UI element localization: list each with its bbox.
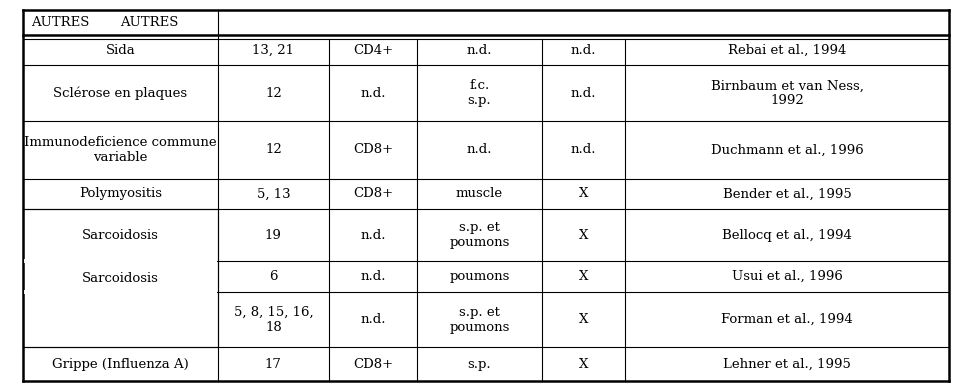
Text: X: X	[578, 187, 588, 200]
Text: CD4+: CD4+	[353, 44, 393, 57]
Text: Sida: Sida	[106, 44, 135, 57]
Text: n.d.: n.d.	[570, 87, 596, 100]
Text: n.d.: n.d.	[359, 87, 385, 100]
Text: AUTRES: AUTRES	[120, 16, 179, 29]
Text: CD8+: CD8+	[353, 144, 393, 156]
Text: n.d.: n.d.	[570, 44, 596, 57]
Text: n.d.: n.d.	[570, 144, 596, 156]
Text: n.d.: n.d.	[466, 144, 492, 156]
Text: s.p. et
poumons: s.p. et poumons	[449, 221, 509, 249]
Text: f.c.
s.p.: f.c. s.p.	[467, 79, 491, 107]
Text: Polymyositis: Polymyositis	[79, 187, 162, 200]
Bar	[24, 290, 216, 294]
Text: AUTRES: AUTRES	[30, 16, 90, 29]
Text: n.d.: n.d.	[359, 229, 385, 242]
Text: Bellocq et al., 1994: Bellocq et al., 1994	[721, 229, 851, 242]
Text: 17: 17	[265, 358, 281, 371]
Text: poumons: poumons	[449, 270, 509, 283]
Text: Sarcoidosis: Sarcoidosis	[82, 272, 159, 285]
Text: Rebai et al., 1994: Rebai et al., 1994	[727, 44, 845, 57]
Text: 13, 21: 13, 21	[252, 44, 294, 57]
Text: X: X	[578, 358, 588, 371]
Bar	[24, 259, 216, 263]
Text: X: X	[578, 313, 588, 326]
Text: Forman et al., 1994: Forman et al., 1994	[720, 313, 852, 326]
Text: 12: 12	[265, 87, 281, 100]
Text: Bender et al., 1995: Bender et al., 1995	[722, 187, 851, 200]
Text: s.p. et
poumons: s.p. et poumons	[449, 305, 509, 334]
Text: 6: 6	[269, 270, 277, 283]
Text: Immunodeficience commune
variable: Immunodeficience commune variable	[24, 136, 216, 164]
Text: Sarcoidosis: Sarcoidosis	[82, 229, 159, 242]
Text: n.d.: n.d.	[359, 313, 385, 326]
Text: Lehner et al., 1995: Lehner et al., 1995	[722, 358, 850, 371]
Text: Birnbaum et van Ness,
1992: Birnbaum et van Ness, 1992	[710, 79, 862, 107]
Text: CD8+: CD8+	[353, 187, 393, 200]
Text: CD8+: CD8+	[353, 358, 393, 371]
Text: Duchmann et al., 1996: Duchmann et al., 1996	[710, 144, 862, 156]
Text: Grippe (Influenza A): Grippe (Influenza A)	[52, 358, 189, 371]
Text: 5, 8, 15, 16,
18: 5, 8, 15, 16, 18	[233, 305, 313, 334]
Text: s.p.: s.p.	[467, 358, 491, 371]
Text: Sclérose en plaques: Sclérose en plaques	[53, 87, 188, 100]
Text: 19: 19	[265, 229, 281, 242]
Text: 5, 13: 5, 13	[256, 187, 290, 200]
Text: muscle: muscle	[456, 187, 502, 200]
Text: Usui et al., 1996: Usui et al., 1996	[731, 270, 841, 283]
Text: X: X	[578, 270, 588, 283]
Text: n.d.: n.d.	[466, 44, 492, 57]
Text: n.d.: n.d.	[359, 270, 385, 283]
Text: 12: 12	[265, 144, 281, 156]
Text: X: X	[578, 229, 588, 242]
